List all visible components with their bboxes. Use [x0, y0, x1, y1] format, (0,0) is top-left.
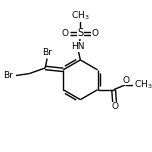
Text: S: S: [77, 28, 83, 38]
Text: O: O: [62, 29, 69, 38]
Text: O: O: [122, 76, 129, 85]
Text: Br: Br: [3, 71, 13, 80]
Text: CH$_3$: CH$_3$: [71, 9, 90, 22]
Text: O: O: [111, 102, 118, 111]
Text: CH$_3$: CH$_3$: [134, 79, 152, 91]
Text: Br: Br: [42, 48, 52, 57]
Text: HN: HN: [71, 42, 84, 51]
Text: O: O: [92, 29, 99, 38]
